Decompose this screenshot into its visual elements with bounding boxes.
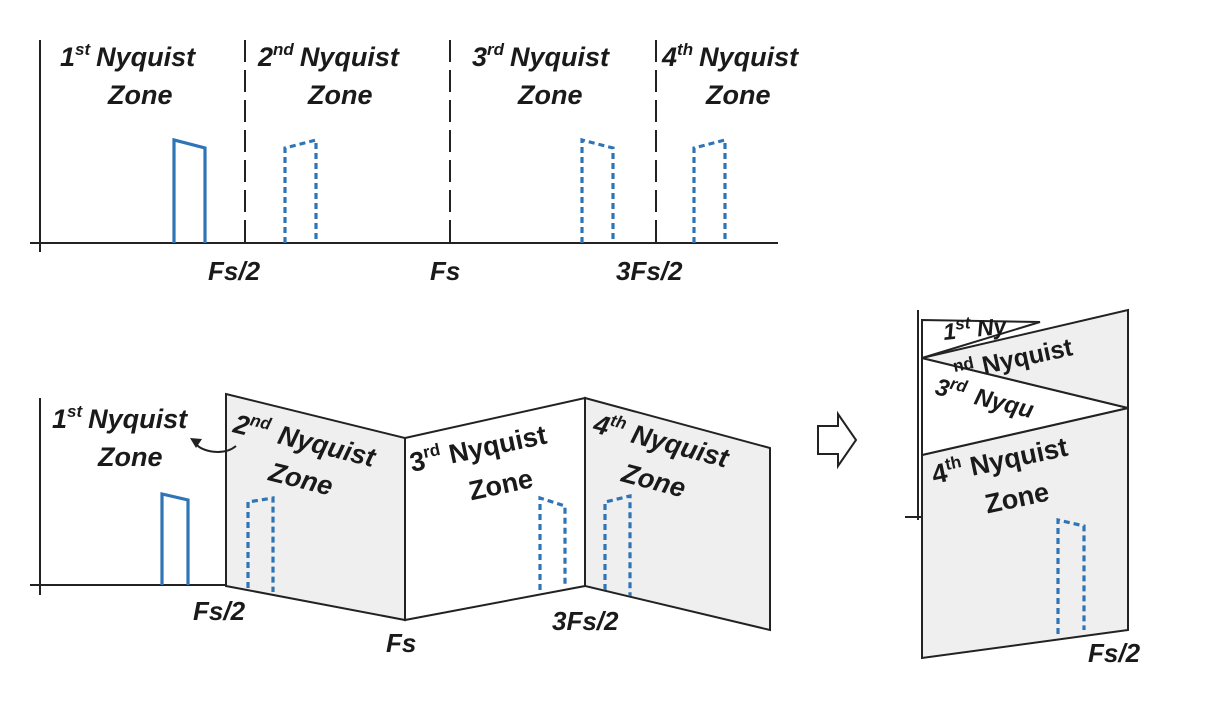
stacked-zone-1-title: 1st Ny [941,309,1008,345]
folded-panel-zone4 [584,396,771,632]
stacked-spectrum: 1st Ny nd Nyquist 3rd Nyqu 4th Nyquist Zone … [905,308,1141,668]
top-zone-3-zone: Zone [517,80,583,110]
top-alias-zone4 [692,137,727,243]
right-arrow-icon [817,410,858,470]
top-zone-1-title: 1st Nyquist [60,40,196,72]
stacked-panel-zone1 [921,318,1041,360]
top-tick-fs2: Fs/2 [208,256,261,286]
folded-spectrum: 1st Nyquist Zone 2ndNyquist Zone 3rd Nyqui… [30,392,771,658]
top-zone-1-zone: Zone [107,80,173,110]
top-spectrum: 1st Nyquist Zone 2nd Nyquist Zone 3rd Nyqui… [30,40,799,286]
top-zone-2-zone: Zone [307,80,373,110]
stacked-panel-zone2 [921,308,1129,410]
folded-tick-fs: Fs [386,628,416,658]
top-signal-original [172,137,207,243]
stacked-alias-signal [1056,517,1086,634]
fold-arrow-head [190,438,202,448]
folded-zone-1-zone: Zone [97,442,163,472]
fold-arrow [195,443,237,453]
folded-tick-fs2: Fs/2 [193,596,246,626]
top-zone-4-title: 4th Nyquist [661,40,799,72]
folded-signal-original [160,491,190,585]
folded-alias-zone4 [603,493,632,596]
top-alias-zone2 [283,137,318,243]
folded-zone-1-title: 1st Nyquist [52,402,188,434]
folded-tick-3fs2: 3Fs/2 [552,606,619,636]
folded-alias-zone3 [538,495,567,590]
top-alias-zone3 [580,137,615,243]
stacked-tick-fs2: Fs/2 [1088,638,1141,668]
top-zone-3-title: 3rd Nyquist [472,40,610,72]
top-tick-3fs2: 3Fs/2 [616,256,683,286]
top-zone-4-zone: Zone [705,80,771,110]
top-tick-fs: Fs [430,256,460,286]
folded-alias-zone2 [246,496,275,592]
top-zone-2-title: 2nd Nyquist [257,40,400,72]
